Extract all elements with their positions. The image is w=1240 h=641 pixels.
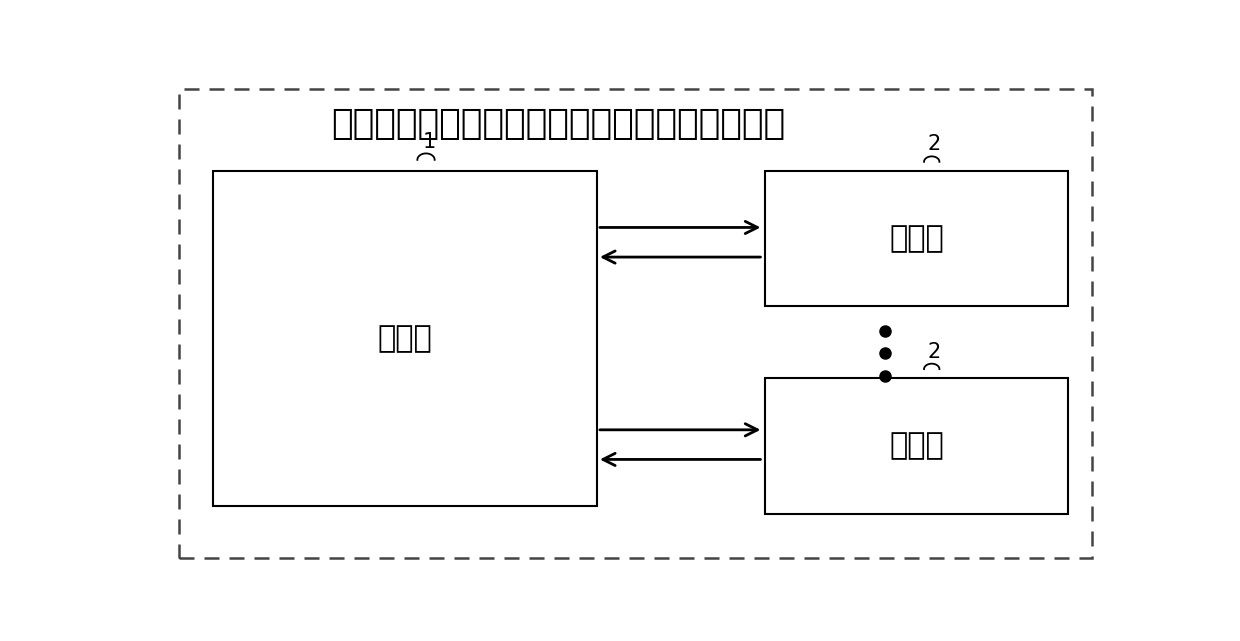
Text: 服务器: 服务器 (377, 324, 433, 353)
Bar (765, 378, 1068, 513)
Text: 2: 2 (928, 135, 941, 154)
Text: 接收器: 接收器 (889, 431, 944, 460)
Bar (765, 171, 1068, 306)
Text: 接收器: 接收器 (889, 224, 944, 253)
Text: 1: 1 (423, 132, 435, 152)
Bar (213, 171, 598, 506)
Text: 多极子阵列声波测井中横波衰减因子的确定系统: 多极子阵列声波测井中横波衰减因子的确定系统 (331, 107, 786, 141)
Text: 2: 2 (928, 342, 941, 362)
